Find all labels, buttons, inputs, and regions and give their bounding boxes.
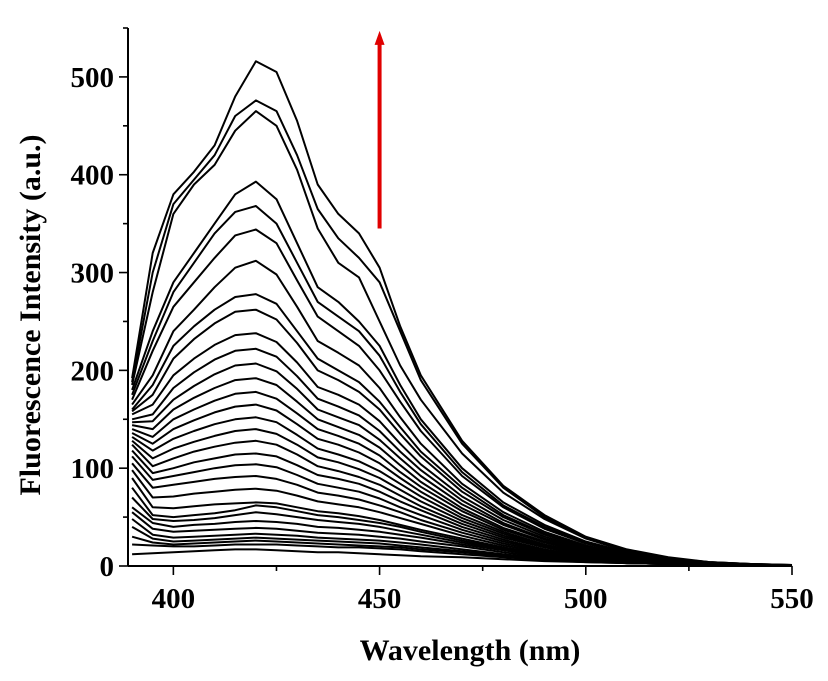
axes-layer	[119, 27, 793, 575]
series-layer	[131, 60, 793, 567]
x-tick-label: 400	[152, 583, 196, 615]
x-tick-label: 450	[358, 583, 402, 615]
series-line-32	[132, 548, 793, 567]
x-tick-label: 550	[770, 583, 814, 615]
red-arrow-head	[374, 30, 385, 45]
y-tick-label: 300	[71, 258, 115, 290]
x-axis-title: Wavelength (nm)	[360, 634, 581, 667]
annotation-layer	[374, 30, 385, 229]
tick-label-layer: 0 100 200 300 400 500 400 450 500 550	[71, 62, 814, 615]
x-tick-label: 500	[564, 583, 608, 615]
y-tick-label: 400	[71, 160, 115, 192]
y-tick-label: 200	[71, 355, 115, 387]
y-tick-label: 100	[71, 453, 115, 485]
y-tick-label: 0	[100, 551, 115, 583]
y-tick-label: 500	[71, 62, 115, 94]
series-line-7	[131, 259, 792, 566]
y-axis-title: Fluorescence Intensity (a.u.)	[14, 134, 47, 495]
